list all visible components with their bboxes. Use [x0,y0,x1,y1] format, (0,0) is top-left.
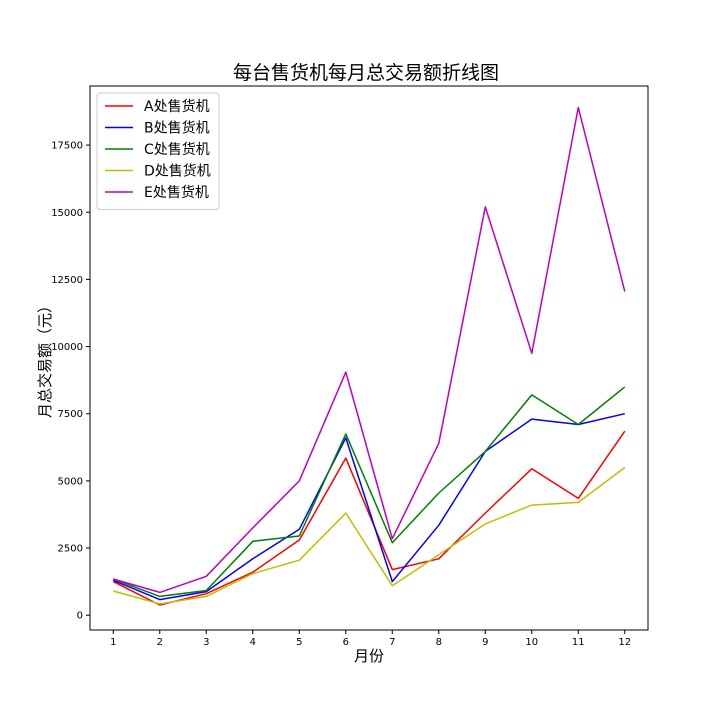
y-tick-label: 17500 [51,141,83,152]
x-tick-label: 9 [482,637,488,648]
legend-label: E处售货机 [144,184,209,201]
x-tick-label: 6 [343,637,349,648]
x-tick-label: 7 [389,637,395,648]
x-tick-label: 3 [203,637,209,648]
legend-label: D处售货机 [144,163,211,180]
plot-area [112,106,626,606]
series-line-d [113,466,626,605]
y-tick-label: 10000 [51,342,83,353]
x-tick-label: 4 [250,637,256,648]
series-line-c [113,386,626,598]
y-tick-label: 15000 [51,208,83,219]
y-tick-label: 12500 [51,275,83,286]
x-tick-label: 5 [296,637,302,648]
series-line-e [113,106,626,594]
y-tick-label: 7500 [58,409,83,420]
y-tick-label: 5000 [58,476,83,487]
series-line-b [113,412,625,601]
x-axis-title: 月份 [354,647,384,665]
chart-title: 每台售货机每月总交易额折线图 [233,62,499,84]
y-tick-label: 2500 [58,544,83,555]
x-tick-label: 2 [157,637,163,648]
legend-label: B处售货机 [144,120,210,137]
x-tick-label: 11 [572,637,585,648]
y-axis-title: 月总交易额（元） [36,298,54,418]
legend: A处售货机 B处售货机 C处售货机 D处售货机 E处售货机 [96,92,220,210]
x-tick-label: 8 [436,637,442,648]
plot-frame [89,85,649,631]
y-axis: 0 2500 5000 7500 10000 12500 15000 17500 [51,141,90,622]
x-tick-label: 10 [525,637,538,648]
x-tick-label: 1 [110,637,116,648]
legend-label: A处售货机 [144,98,210,115]
x-tick-label: 12 [618,637,631,648]
legend-label: C处售货机 [144,141,210,158]
series-line-a [112,430,626,606]
legend-box [96,92,220,210]
x-axis: 1 2 3 4 5 6 7 8 9 10 11 12 [110,630,631,648]
y-tick-label: 0 [77,611,83,622]
